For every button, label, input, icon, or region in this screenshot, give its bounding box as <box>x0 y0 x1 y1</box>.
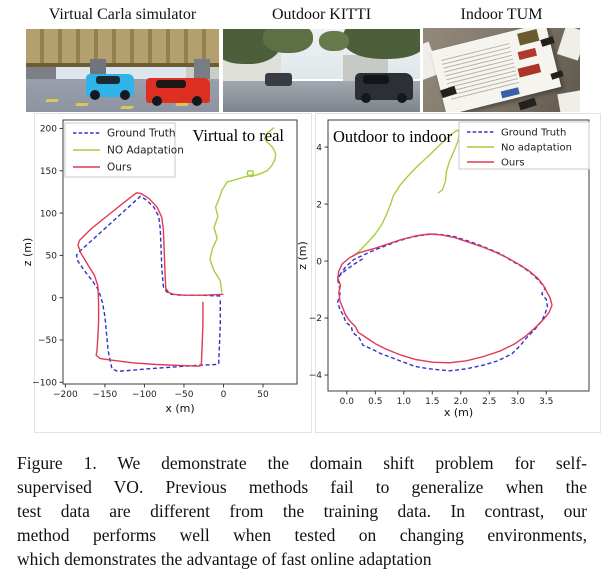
right-figure-panel <box>315 113 601 433</box>
y-tick-label: 50 <box>46 252 58 262</box>
car-window <box>363 75 389 84</box>
x-axis-label: x (m) <box>444 406 473 419</box>
car-wheel <box>90 90 100 100</box>
overpass-shape <box>26 29 219 65</box>
x-tick-label: 0.5 <box>368 397 382 407</box>
car-wheel <box>152 96 162 106</box>
x-tick-label: 3.0 <box>511 397 526 407</box>
y-tick-label: 0 <box>316 257 322 267</box>
legend-label: Ours <box>107 162 132 174</box>
car-wheel <box>192 96 202 106</box>
tum-image <box>423 28 580 112</box>
y-axis-label: z (m) <box>296 241 309 270</box>
tree-shape <box>319 31 349 51</box>
kitti-image-title: Outdoor KITTI <box>271 6 372 23</box>
caption-line: method performs well when tested on chan… <box>17 524 587 545</box>
legend-label: Ours <box>501 158 525 169</box>
plot-title: Outdoor to indoor <box>333 127 453 146</box>
x-tick-label: 50 <box>257 390 269 400</box>
carla-image <box>26 29 219 112</box>
left-figure-panel <box>34 113 312 433</box>
x-tick-label: 2.0 <box>454 397 469 407</box>
x-tick-label: −200 <box>53 390 78 400</box>
x-tick-label: 1.5 <box>425 397 439 407</box>
caption-line: which demonstrates the advantage of fast… <box>17 548 432 569</box>
caption-line: Figure 1. We demonstrate the domain shif… <box>17 453 587 473</box>
y-tick-label: −4 <box>309 371 323 381</box>
plot-1: 0.0 0.5 1.0 1.5 2.0 2.5 3.0 3.5 4 2 0 −2 −4 x (m) z (m… <box>296 119 590 419</box>
x-tick-label: −150 <box>93 390 118 400</box>
legend-label: NO Adaptation <box>107 145 184 157</box>
x-tick-label: 0.0 <box>340 397 355 407</box>
y-tick-label: 100 <box>40 209 57 219</box>
y-tick-label: −2 <box>309 314 322 324</box>
car-window <box>156 80 186 88</box>
caption-line: supervised VO. Previous methods fail to … <box>17 476 587 497</box>
overpass-edge-shape <box>26 63 219 67</box>
plot-title: Virtual to real <box>192 126 284 145</box>
carla-image-title: Virtual Carla simulator <box>48 6 197 23</box>
y-tick-label: 2 <box>316 200 322 210</box>
legend-label: No adaptation <box>501 143 572 154</box>
car-window <box>96 76 120 84</box>
x-tick-label: 2.5 <box>482 397 496 407</box>
legend-box <box>458 121 590 170</box>
y-tick-label: −100 <box>32 379 57 389</box>
legend-label: Ground Truth <box>501 128 566 139</box>
ours-line <box>77 192 224 367</box>
y-axis-label: z (m) <box>21 238 34 267</box>
car-wheel <box>361 93 371 103</box>
y-tick-label: 0 <box>51 294 57 304</box>
tree-shape <box>343 29 420 59</box>
x-axis-label: x (m) <box>165 402 194 415</box>
no-adaptation-line <box>352 129 460 258</box>
y-tick-label: 200 <box>40 125 57 135</box>
no-adaptation-line <box>209 127 277 293</box>
car-wheel <box>397 93 407 103</box>
y-tick-label: −50 <box>38 336 57 346</box>
x-tick-label: 0 <box>221 390 227 400</box>
parked-car <box>265 73 292 86</box>
y-tick-label: 150 <box>40 167 57 177</box>
x-tick-label: −100 <box>132 390 157 400</box>
kitti-image <box>223 29 420 112</box>
car-wheel <box>120 90 130 100</box>
caption-line: test data are different from the trainin… <box>17 500 587 521</box>
ours-line <box>337 233 553 364</box>
plot-0: −200 −150 −100 −50 0 50 200 150 100 50 0 −50 −100 x (… <box>21 119 298 415</box>
x-tick-label: 3.5 <box>539 397 553 407</box>
x-tick-label: 1.0 <box>397 397 412 407</box>
tum-image-title: Indoor TUM <box>460 6 543 23</box>
sky-shape <box>26 67 219 79</box>
x-tick-label: −50 <box>174 390 193 400</box>
tree-shape <box>263 29 313 53</box>
y-tick-label: 4 <box>316 143 322 153</box>
figure-caption: Figure 1. We demonstrate the domain shif… <box>17 452 587 572</box>
legend-label: Ground Truth <box>107 128 176 140</box>
